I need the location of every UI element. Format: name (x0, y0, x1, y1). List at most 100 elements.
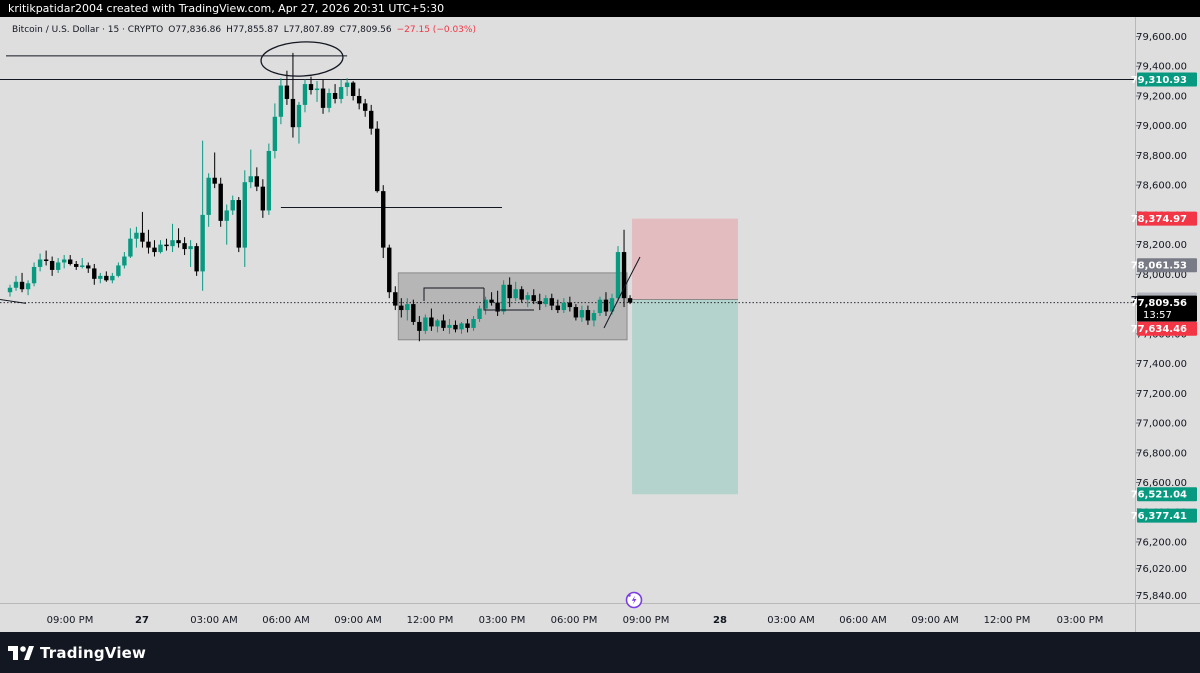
candle-body (19, 281, 25, 290)
candle-body (537, 301, 542, 305)
stop-loss-zone (632, 218, 738, 300)
time-tick-label: 09:00 PM (623, 615, 670, 626)
candle-body (146, 241, 151, 248)
candle-body (549, 298, 554, 306)
footer-bar: TradingView (0, 632, 1200, 673)
candle-body (236, 200, 241, 248)
time-tick-label: 06:00 AM (262, 615, 309, 626)
take-profit-zone (632, 299, 738, 495)
candle-body (260, 186, 266, 211)
price-tick-label: 78,800.00 (1136, 151, 1187, 162)
price-tick-label: 79,000.00 (1136, 121, 1187, 132)
price-tick-label: 77,200.00 (1136, 389, 1187, 400)
ohlc-legend: Bitcoin / U.S. Dollar · 15 · CRYPTO O77,… (12, 25, 476, 35)
candle-body (447, 324, 452, 328)
candle-body (585, 310, 591, 321)
candle-body (579, 310, 585, 318)
candle-body (302, 84, 308, 105)
candle-body (519, 289, 524, 300)
price-labels: 79,310.9378,374.9778,061.5377,830.7277,8… (1131, 72, 1197, 523)
price-label-value: 76,521.04 (1131, 490, 1187, 501)
price-label-bg (1137, 508, 1197, 523)
time-tick-label: 27 (135, 615, 149, 626)
candle-body (31, 266, 37, 284)
brand-name: TradingView (40, 644, 147, 662)
candle-body (188, 246, 193, 250)
candle-body (248, 176, 253, 183)
candle-body (152, 247, 157, 253)
bar-countdown: 13:57 (1143, 310, 1172, 321)
candle-body (495, 302, 500, 312)
candle-body (429, 317, 434, 327)
candle-body (399, 305, 404, 311)
time-tick-label: 09:00 AM (334, 615, 381, 626)
candle-body (266, 150, 272, 211)
time-tick-label: 06:00 AM (839, 615, 886, 626)
candle-body (164, 244, 169, 247)
candle-body (627, 298, 633, 303)
candle-body (200, 214, 205, 272)
price-tick-label: 76,800.00 (1136, 448, 1187, 459)
price-label-value: 79,310.93 (1131, 75, 1187, 86)
trend-stub (0, 299, 27, 304)
candle-body (362, 103, 368, 111)
candle-body (591, 313, 597, 321)
candle-body (308, 84, 314, 91)
range-bracket-drawing (423, 287, 484, 301)
candle-body (525, 295, 530, 300)
candle-body (25, 283, 31, 290)
consolidation-box (397, 272, 628, 341)
price-tick-label: 78,000.00 (1136, 270, 1187, 281)
candle-body (37, 259, 43, 267)
candle-body (170, 240, 175, 247)
candle-body (224, 210, 229, 221)
candle-body (104, 275, 109, 281)
candle-body (332, 92, 338, 99)
candle-body (134, 232, 139, 239)
legend-symbol: Bitcoin / U.S. Dollar · 15 · CRYPTO (12, 25, 163, 35)
price-label-bg (1137, 211, 1197, 226)
candle-body (49, 260, 55, 270)
candle-body (296, 104, 302, 128)
candle-body (477, 308, 482, 319)
price-tick-label: 78,600.00 (1136, 181, 1187, 192)
ai-assistant-icon[interactable] (625, 591, 643, 609)
trendline-drawing (603, 256, 641, 329)
candle-body (290, 98, 296, 128)
time-tick-label: 12:00 PM (407, 615, 454, 626)
candle-body (453, 324, 458, 330)
candle-body (128, 238, 133, 257)
candle-body (314, 88, 320, 91)
candle-body (86, 265, 91, 269)
chart-pane[interactable]: 75,840.0076,020.0076,200.0076,400.0076,6… (0, 17, 1200, 632)
candle-body (92, 268, 97, 279)
time-axis[interactable]: 09:00 PM 27 03:00 AM 06:00 AM 09:00 AM 12:00 … (0, 603, 1200, 627)
candle-body (158, 244, 163, 253)
candle-body (621, 252, 627, 299)
candle-body (417, 321, 422, 331)
tradingview-logo[interactable]: TradingView (8, 642, 146, 664)
candle-body (7, 287, 13, 293)
range-bracket-drawing (483, 288, 534, 311)
candle-body (320, 88, 326, 108)
price-tick-label: 78,200.00 (1136, 240, 1187, 251)
candle-body (182, 243, 187, 250)
candle-body (43, 259, 49, 261)
time-tick-label: 03:00 AM (190, 615, 237, 626)
time-tick-label: 03:00 PM (479, 615, 526, 626)
position-zones (397, 218, 738, 495)
price-label-value: 76,377.41 (1131, 511, 1187, 522)
candle-body (272, 116, 278, 151)
price-label-value: 78,061.53 (1131, 261, 1187, 272)
price-tick-label: 76,020.00 (1136, 564, 1187, 575)
legend-open: O77,836.86 (168, 25, 221, 35)
candle-body (375, 128, 380, 192)
candlestick-chart[interactable]: 75,840.0076,020.0076,200.0076,400.0076,6… (0, 17, 1200, 632)
candle-body (176, 240, 181, 244)
candle-body (609, 298, 615, 312)
candle-body (483, 299, 488, 309)
time-tick-label: 03:00 AM (767, 615, 814, 626)
time-tick-label: 28 (713, 615, 727, 626)
highlight-circle-drawing (260, 41, 344, 77)
price-label-value: 78,374.97 (1131, 214, 1187, 225)
